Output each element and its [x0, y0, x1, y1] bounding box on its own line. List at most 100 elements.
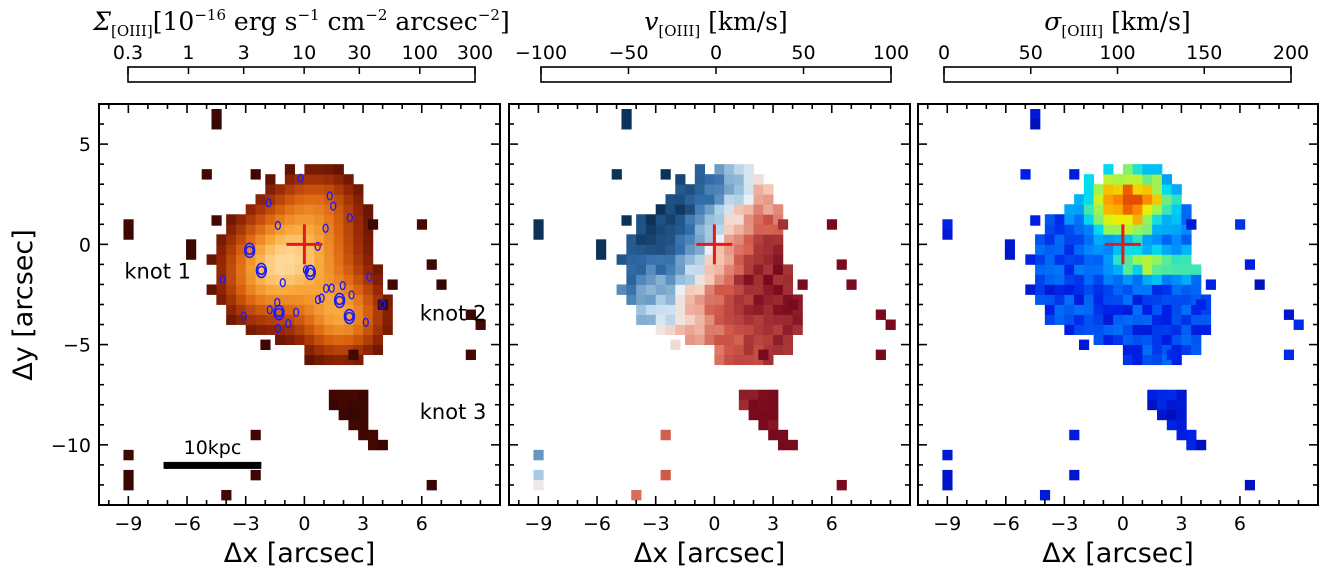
heatmap-pixel: [694, 304, 706, 315]
heatmap-pixel: [1181, 344, 1192, 356]
heatmap-pixel: [284, 294, 296, 305]
heatmap-pixel: [753, 254, 764, 265]
heatmap-pixel: [1166, 349, 1177, 361]
colorbar-title: Σ[OIII][10−16 erg s−1 cm−2 arcsec−2]: [92, 6, 509, 40]
heatmap-pixel: [1171, 214, 1182, 225]
x-tick-label: −3: [642, 513, 670, 535]
heatmap-pixel: [372, 314, 384, 325]
heatmap-pixel: [1122, 354, 1134, 366]
heatmap-pixel: [323, 204, 335, 215]
heatmap-pixel: [763, 324, 774, 335]
heatmap-pixel: [694, 294, 706, 305]
heatmap-pixel: [685, 224, 696, 235]
heatmap-pixel: [294, 294, 305, 305]
heatmap-pixel: [358, 409, 369, 421]
heatmap-pixel: [724, 284, 735, 295]
heatmap-pixel: [304, 294, 315, 305]
heatmap-pixel: [1064, 314, 1075, 325]
x-axis-label: Δx [arcsec]: [1042, 538, 1194, 569]
colorbar-tick-label: 50: [791, 42, 815, 64]
heatmap-pixel: [1181, 334, 1192, 345]
heatmap-pixel: [1161, 304, 1173, 315]
heatmap-pixel: [314, 194, 325, 205]
heatmap-pixel: [314, 344, 325, 356]
heatmap-pixel: [1074, 244, 1085, 255]
heatmap-pixel: [1191, 314, 1202, 325]
heatmap-pixel: [255, 284, 266, 295]
heatmap-pixel: [743, 184, 754, 195]
heatmap-pixel: [665, 274, 676, 285]
heatmap-pixel: [1171, 244, 1182, 255]
heatmap-pixel: [333, 164, 344, 175]
heatmap-pixel: [1093, 244, 1104, 255]
heatmap-pixel: [304, 164, 315, 175]
heatmap-pixel: [1142, 274, 1153, 285]
heatmap-pixel: [782, 284, 794, 295]
heatmap-pixel: [343, 234, 354, 245]
knot-label: knot 3: [420, 400, 487, 424]
heatmap-pixel: [1166, 409, 1177, 421]
heatmap-pixel: [363, 254, 374, 265]
heatmap-pixel: [1122, 274, 1134, 285]
heatmap-pixel: [743, 294, 754, 305]
heatmap-pixel: [1122, 194, 1134, 205]
heatmap-pixel: [245, 284, 256, 295]
heatmap-pixel: [323, 334, 335, 345]
heatmap-pixel: [265, 324, 276, 335]
heatmap-pixel: [1103, 304, 1114, 315]
heatmap-pixel: [284, 264, 296, 275]
heatmap-pixel: [323, 254, 335, 265]
heatmap-pixel: [343, 264, 354, 275]
heatmap-pixel: [533, 479, 544, 491]
heatmap-pixel: [1152, 334, 1163, 345]
heatmap-pixel: [1152, 324, 1163, 335]
heatmap-pixel: [733, 324, 745, 335]
heatmap-pixel: [123, 449, 134, 461]
heatmap-pixel: [1093, 324, 1104, 335]
heatmap-pixel: [314, 164, 325, 175]
heatmap-pixel: [1113, 334, 1124, 345]
heatmap-pixel: [782, 264, 794, 275]
y-tick-label: −10: [51, 435, 91, 457]
heatmap-pixel: [753, 294, 764, 305]
heatmap-pixel: [758, 399, 769, 411]
x-tick-label: −6: [583, 513, 611, 535]
heatmap-pixel: [372, 284, 384, 295]
heatmap-pixel: [753, 274, 764, 285]
heatmap-pixel: [1064, 254, 1075, 265]
heatmap-pixel: [245, 264, 256, 275]
heatmap-pixel: [221, 489, 232, 501]
heatmap-pixel: [333, 254, 344, 265]
heatmap-pixel: [714, 164, 725, 175]
continuum-contour: [379, 299, 386, 310]
continuum-contour: [344, 311, 354, 322]
heatmap-pixel: [275, 304, 286, 315]
heatmap-pixel: [763, 254, 774, 265]
heatmap-pixel: [255, 274, 266, 285]
heatmap-pixel: [694, 224, 706, 235]
heatmap-pixel: [665, 214, 676, 225]
heatmap-pixel: [626, 274, 637, 285]
heatmap-pixel: [1181, 324, 1192, 335]
continuum-contour: [333, 292, 346, 309]
heatmap-pixel: [1161, 334, 1173, 345]
heatmap-pixel: [235, 304, 247, 315]
heatmap-pixel: [1191, 324, 1202, 335]
heatmap-pixel: [426, 479, 437, 491]
heatmap-pixel: [1113, 284, 1124, 295]
heatmap-pixel: [1093, 224, 1104, 235]
heatmap-pixel: [304, 354, 315, 366]
heatmap-pixel: [343, 224, 354, 235]
heatmap-pixel: [255, 214, 266, 225]
heatmap-pixel: [333, 294, 344, 305]
x-tick-label: 3: [767, 513, 779, 535]
heatmap-pixel: [1186, 439, 1197, 451]
heatmap-pixel: [314, 284, 325, 295]
heatmap-pixel: [333, 224, 344, 235]
heatmap-pixel: [1176, 399, 1187, 411]
heatmap-pixel: [1113, 184, 1124, 195]
heatmap-pixel: [768, 409, 779, 421]
x-axis-label: Δx [arcsec]: [224, 538, 376, 569]
knot-label: knot 1: [124, 259, 191, 283]
heatmap-pixel: [533, 449, 544, 461]
